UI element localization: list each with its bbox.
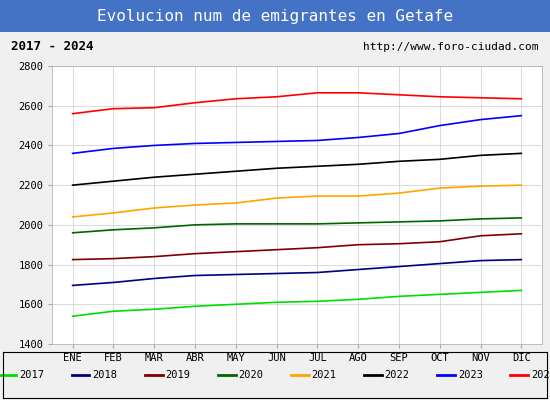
Text: http://www.foro-ciudad.com: http://www.foro-ciudad.com [364,42,539,52]
Text: 2019: 2019 [166,370,190,380]
Text: 2017: 2017 [19,370,44,380]
Text: 2021: 2021 [311,370,337,380]
Text: 2017 - 2024: 2017 - 2024 [11,40,94,54]
Text: 2023: 2023 [458,370,483,380]
Text: 2018: 2018 [92,370,117,380]
Text: 2022: 2022 [384,370,410,380]
Text: Evolucion num de emigrantes en Getafe: Evolucion num de emigrantes en Getafe [97,8,453,24]
Text: 2020: 2020 [239,370,263,380]
Text: 2024: 2024 [531,370,550,380]
